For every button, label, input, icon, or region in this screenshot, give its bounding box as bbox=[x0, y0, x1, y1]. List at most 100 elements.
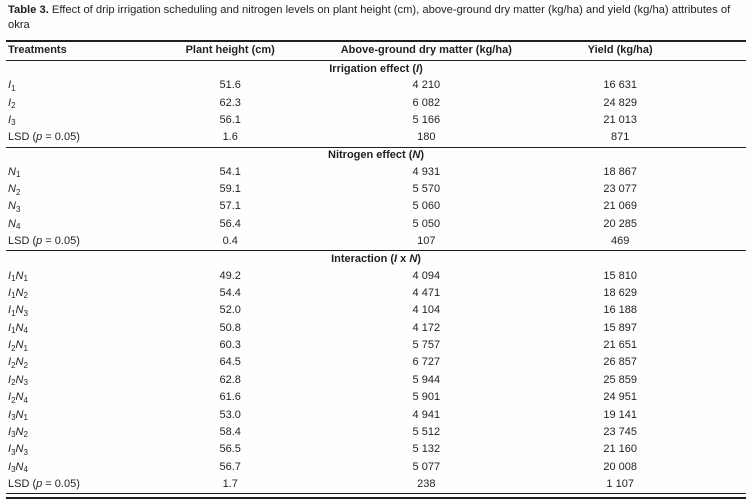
dry-matter-value: 6 082 bbox=[412, 96, 441, 109]
table-row: LSD (p = 0.05) 1.6 180 871 bbox=[6, 129, 746, 148]
treatment-label: I2N1 bbox=[8, 339, 28, 353]
plant-height-value: 56.5 bbox=[219, 443, 241, 456]
plant-height-value: 0.4 bbox=[142, 233, 319, 252]
yield-value: 21 069 bbox=[603, 200, 637, 213]
column-header-row: Treatments Plant height (cm) Above-ground … bbox=[6, 41, 746, 61]
yield-value: 21 651 bbox=[603, 339, 637, 352]
table-caption-text: Effect of drip irrigation scheduling and… bbox=[8, 4, 731, 31]
table-body: Irrigation effect (I) I1 51.6 4 210 16 631 I2… bbox=[6, 61, 746, 495]
dry-matter-value: 4 104 bbox=[412, 304, 441, 317]
table-row: I2N1 60.3 5 757 21 651 bbox=[6, 337, 746, 354]
column-header-treatments: Treatments bbox=[8, 44, 67, 56]
table-row: N4 56.4 5 050 20 285 bbox=[6, 216, 746, 233]
data-table: Treatments Plant height (cm) Above-ground … bbox=[6, 40, 746, 495]
plant-height-value: 56.7 bbox=[219, 460, 241, 473]
table-row: I3N3 56.5 5 132 21 160 bbox=[6, 441, 746, 458]
treatment-label: LSD (p = 0.05) bbox=[6, 129, 143, 148]
treatment-label: LSD (p = 0.05) bbox=[6, 233, 143, 252]
yield-value: 23 745 bbox=[603, 425, 637, 438]
dry-matter-value: 4 941 bbox=[412, 408, 441, 421]
plant-height-value: 49.2 bbox=[219, 269, 241, 282]
plant-height-value: 62.3 bbox=[219, 96, 241, 109]
treatment-label: I1N4 bbox=[8, 321, 28, 336]
yield-value: 26 857 bbox=[603, 356, 637, 369]
dry-matter-value: 5 901 bbox=[412, 391, 441, 404]
table-row: I1N2 54.4 4 471 18 629 bbox=[6, 285, 746, 302]
table-row: I3N2 58.4 5 512 23 745 bbox=[6, 424, 746, 441]
table-row: I2N2 64.5 6 727 26 857 bbox=[6, 354, 746, 371]
treatment-label: I1 bbox=[8, 79, 16, 93]
plant-height-value: 50.8 bbox=[219, 321, 241, 334]
dry-matter-value: 5 050 bbox=[412, 217, 441, 230]
plant-height-value: 61.6 bbox=[219, 391, 241, 404]
yield-value: 24 951 bbox=[603, 391, 637, 404]
section-header-row: Interaction (I x N) bbox=[6, 251, 746, 268]
plant-height-value: 62.8 bbox=[219, 373, 241, 386]
dry-matter-value: 5 060 bbox=[412, 200, 441, 213]
plant-height-value: 52.0 bbox=[219, 304, 241, 317]
plant-height-value: 53.0 bbox=[219, 408, 241, 421]
plant-height-value: 54.1 bbox=[219, 165, 241, 178]
plant-height-value: 56.4 bbox=[219, 217, 241, 230]
yield-value: 20 285 bbox=[603, 217, 637, 230]
table-row: I2N4 61.6 5 901 24 951 bbox=[6, 389, 746, 406]
table-row: I1N1 49.2 4 094 15 810 bbox=[6, 267, 746, 284]
dry-matter-value: 5 944 bbox=[412, 373, 441, 386]
yield-value: 15 810 bbox=[603, 269, 637, 282]
dry-matter-value: 5 570 bbox=[412, 183, 441, 196]
treatment-label: I2N2 bbox=[8, 356, 28, 370]
yield-value: 15 897 bbox=[603, 321, 637, 334]
yield-value: 871 bbox=[534, 129, 746, 148]
table-header: Treatments Plant height (cm) Above-ground … bbox=[6, 41, 746, 61]
yield-value: 24 829 bbox=[603, 96, 637, 109]
column-header-yield: Yield (kg/ha) bbox=[587, 44, 653, 56]
treatment-label: I3 bbox=[8, 113, 16, 128]
dry-matter-value: 4 931 bbox=[412, 165, 441, 178]
yield-value: 19 141 bbox=[603, 408, 637, 421]
treatment-label: N1 bbox=[8, 165, 21, 180]
treatment-label: I2 bbox=[8, 96, 16, 111]
table-row: I3N4 56.7 5 077 20 008 bbox=[6, 459, 746, 476]
treatment-label: N4 bbox=[8, 217, 21, 232]
dry-matter-value: 4 172 bbox=[412, 321, 441, 334]
dry-matter-value: 238 bbox=[318, 475, 535, 495]
yield-value: 1 107 bbox=[534, 475, 746, 495]
dry-matter-value: 5 132 bbox=[412, 443, 441, 456]
plant-height-value: 51.6 bbox=[219, 79, 241, 92]
plant-height-value: 57.1 bbox=[219, 200, 241, 213]
table-row: N1 54.1 4 931 18 867 bbox=[6, 164, 746, 181]
column-header-dry-matter: Above-ground dry matter (kg/ha) bbox=[340, 44, 512, 56]
plant-height-value: 60.3 bbox=[219, 339, 241, 352]
yield-value: 16 188 bbox=[603, 304, 637, 317]
treatment-label: I2N4 bbox=[8, 391, 28, 405]
plant-height-value: 54.4 bbox=[219, 286, 241, 299]
dry-matter-value: 4 471 bbox=[412, 286, 441, 299]
treatment-label: I3N1 bbox=[8, 408, 28, 423]
section-header: Irrigation effect (I) bbox=[329, 62, 423, 75]
table-caption-number: Table 3. bbox=[8, 4, 49, 16]
table-caption: Table 3. Effect of drip irrigation sched… bbox=[8, 3, 746, 33]
dry-matter-value: 5 512 bbox=[412, 425, 441, 438]
treatment-label: I3N3 bbox=[8, 443, 28, 457]
treatment-label: N3 bbox=[8, 200, 21, 214]
treatment-label: I2N3 bbox=[8, 373, 28, 388]
yield-value: 16 631 bbox=[603, 79, 637, 92]
plant-height-value: 56.1 bbox=[219, 113, 241, 126]
table-row: I3 56.1 5 166 21 013 bbox=[6, 112, 746, 129]
yield-value: 469 bbox=[534, 233, 746, 252]
section-header-row: Nitrogen effect (N) bbox=[6, 147, 746, 164]
table-row: I1 51.6 4 210 16 631 bbox=[6, 77, 746, 94]
yield-value: 25 859 bbox=[603, 373, 637, 386]
dry-matter-value: 6 727 bbox=[412, 356, 441, 369]
treatment-label: I3N4 bbox=[8, 460, 28, 475]
table-row: I1N3 52.0 4 104 16 188 bbox=[6, 302, 746, 319]
section-header: Interaction (I x N) bbox=[331, 252, 421, 265]
table-row: LSD (p = 0.05) 1.7 238 1 107 bbox=[6, 475, 746, 495]
yield-value: 21 013 bbox=[603, 113, 637, 126]
dry-matter-value: 107 bbox=[318, 233, 535, 252]
treatment-label: I1N2 bbox=[8, 286, 28, 301]
dry-matter-value: 5 166 bbox=[412, 113, 441, 126]
plant-height-value: 1.6 bbox=[142, 129, 319, 148]
column-header-plant-height: Plant height (cm) bbox=[185, 44, 275, 56]
table-row: N3 57.1 5 060 21 069 bbox=[6, 198, 746, 215]
